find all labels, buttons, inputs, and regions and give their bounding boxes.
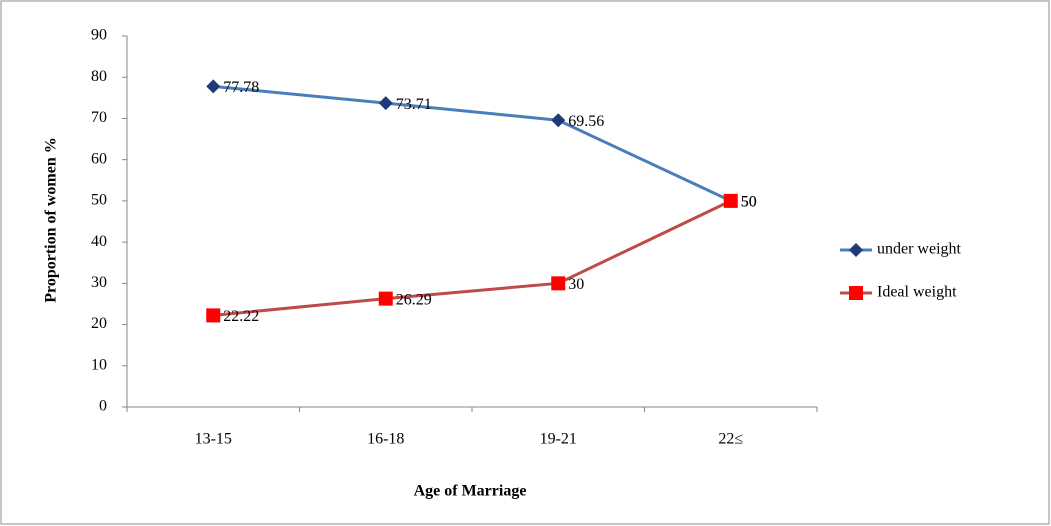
y-tick-label: 80	[91, 68, 107, 85]
point	[206, 308, 221, 323]
y-tick-label: 70	[91, 109, 107, 126]
y-tick-label: 10	[91, 356, 107, 373]
data-label: 73.71	[396, 96, 432, 113]
series-line	[213, 84, 732, 203]
point	[378, 96, 393, 111]
y-tick-label: 20	[91, 315, 107, 332]
data-label: 69.56	[568, 113, 604, 130]
y-tick-label: 50	[91, 192, 107, 209]
legend-marker	[849, 243, 863, 257]
x-tick-label: 16-18	[367, 431, 404, 448]
y-tick-label: 90	[91, 27, 107, 44]
y-tick-label: 40	[91, 233, 107, 250]
data-label: 50	[741, 194, 757, 211]
data-label: 50	[741, 194, 757, 211]
legend-label: under weight	[877, 241, 962, 258]
x-tick-label: 19-21	[540, 431, 577, 448]
data-label: 30	[568, 276, 584, 293]
point	[723, 193, 738, 208]
x-axis-title: Age of Marriage	[414, 483, 527, 500]
data-label: 22.22	[223, 308, 259, 325]
point	[378, 291, 393, 306]
data-label: 77.78	[223, 79, 259, 96]
y-tick-label: 30	[91, 274, 107, 291]
y-tick-label: 0	[99, 398, 107, 415]
data-label: 26.29	[396, 291, 432, 308]
x-tick-label: 22≤	[718, 431, 743, 448]
point	[551, 113, 566, 128]
legend-label: Ideal weight	[877, 284, 957, 301]
y-axis-title: Proportion of women %	[43, 137, 60, 302]
legend-marker	[849, 286, 863, 300]
y-tick-label: 60	[91, 150, 107, 167]
point	[206, 79, 221, 94]
series-line	[213, 199, 732, 317]
point	[551, 276, 566, 291]
x-tick-label: 13-15	[195, 431, 232, 448]
